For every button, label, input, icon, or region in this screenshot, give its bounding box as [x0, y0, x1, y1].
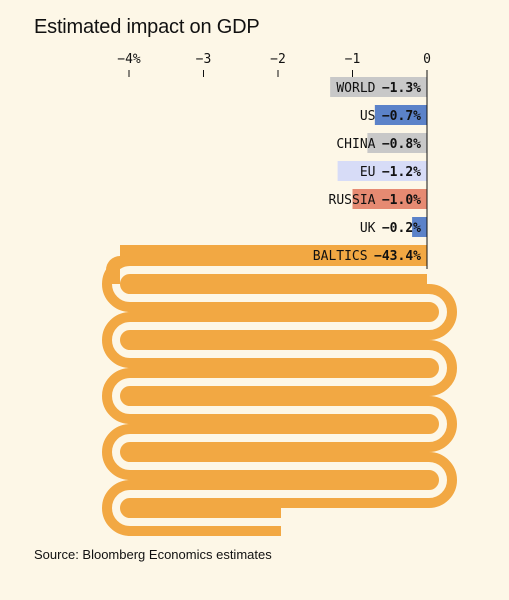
category-label: US [360, 109, 376, 124]
bar-baltics-fold [102, 256, 457, 536]
category-label: EU [360, 165, 376, 180]
x-tick-label: −3 [196, 52, 212, 67]
category-label: CHINA [336, 137, 375, 152]
bar-uk [412, 217, 427, 237]
value-label: −0.7% [382, 109, 421, 124]
bar-russia [352, 189, 427, 209]
category-label: BALTICS [313, 249, 368, 264]
category-label: WORLD [336, 81, 375, 96]
value-label: −0.8% [382, 137, 421, 152]
value-label: −1.2% [382, 165, 421, 180]
x-tick-label: 0 [423, 52, 431, 67]
x-tick-label: −1 [345, 52, 361, 67]
bar-baltics-fold-gap [112, 266, 447, 526]
bar-china [367, 133, 427, 153]
bar-eu [337, 161, 427, 181]
category-label: UK [360, 221, 376, 236]
bar-world [330, 77, 427, 97]
x-tick-label: −2 [270, 52, 286, 67]
chart-title: Estimated impact on GDP [34, 16, 260, 38]
value-label: −43.4% [374, 249, 421, 264]
value-label: −1.3% [382, 81, 421, 96]
x-tick-label: −4% [117, 52, 141, 67]
category-label: RUSSIA [329, 193, 376, 208]
source-note: Source: Bloomberg Economics estimates [34, 547, 272, 562]
bar-us [374, 105, 427, 125]
value-label: −0.2% [382, 221, 421, 236]
value-label: −1.0% [382, 193, 421, 208]
bar-baltics-cap [106, 256, 120, 284]
